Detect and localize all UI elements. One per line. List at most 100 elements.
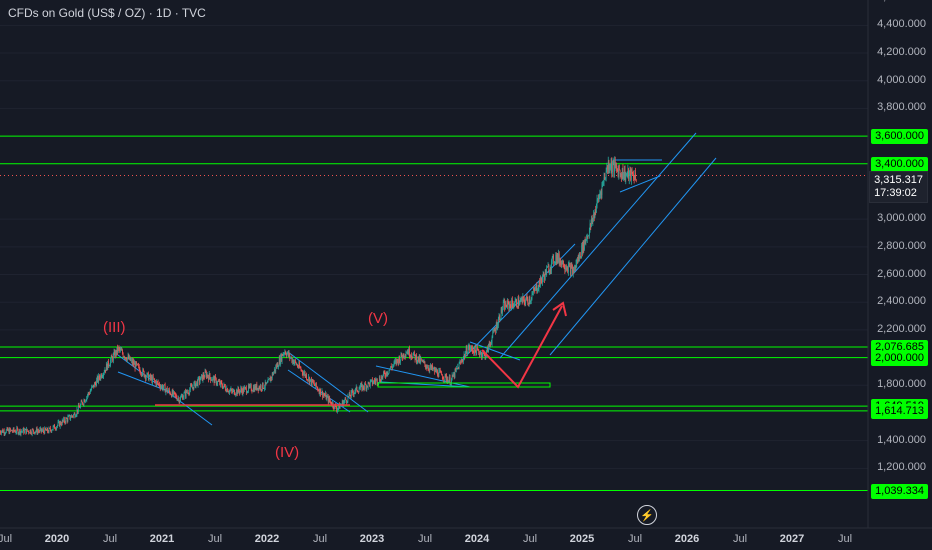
candle-body	[227, 391, 229, 393]
candle-body	[477, 347, 478, 350]
candle-body	[89, 391, 91, 394]
candle-body	[276, 363, 278, 368]
candle-body	[499, 315, 501, 320]
candle-body	[36, 428, 37, 432]
candle-body	[404, 356, 405, 358]
candle-body	[132, 361, 134, 364]
candle-body	[163, 384, 165, 388]
candle-body	[367, 385, 368, 388]
candle-body	[586, 239, 587, 240]
tradingview-logo-icon[interactable]: ⚡	[637, 505, 657, 525]
candle-body	[101, 376, 103, 378]
candle-body	[527, 298, 529, 303]
candle-body	[557, 254, 559, 261]
candle-body	[296, 364, 298, 366]
candle-body	[394, 361, 396, 362]
candle-body	[42, 429, 43, 431]
candle-body	[258, 386, 260, 391]
price-axis-label: 4,200.000	[877, 46, 926, 58]
candle-body	[486, 347, 488, 351]
candle-body	[530, 299, 532, 301]
candle-body	[187, 391, 188, 393]
candle-body	[625, 174, 627, 181]
candle-body	[462, 361, 463, 362]
candle-body	[390, 366, 391, 369]
candle-body	[27, 430, 29, 432]
candle-body	[262, 382, 264, 389]
candle-body	[538, 281, 540, 289]
candle-body	[506, 306, 508, 308]
candle-body	[353, 392, 355, 395]
candle-body	[157, 381, 158, 382]
candle-body	[411, 357, 413, 358]
time-axis-label: Jul	[312, 533, 328, 545]
candle-body	[152, 376, 154, 380]
candle-body	[131, 359, 132, 361]
candle-body	[60, 421, 62, 425]
candle-body	[379, 377, 381, 381]
candle-body	[370, 379, 372, 382]
horizontal-levels[interactable]	[0, 135, 868, 492]
candle-body	[311, 378, 312, 385]
candle-body	[549, 268, 551, 272]
candle-body	[34, 432, 36, 434]
candle-body	[351, 390, 352, 397]
candle-body	[145, 376, 147, 379]
candle-body	[117, 347, 118, 352]
candle-body	[624, 169, 626, 181]
candle-body	[168, 389, 169, 391]
candle-body	[49, 427, 50, 429]
candle-body	[428, 369, 430, 371]
candle-body	[193, 383, 195, 390]
candle-body	[234, 394, 236, 396]
candle-body	[327, 396, 328, 397]
candle-body	[24, 428, 26, 430]
candle-body	[153, 378, 155, 380]
candle-body	[426, 367, 428, 369]
candle-body	[309, 377, 310, 384]
candle-body	[481, 352, 482, 357]
price-axis-label: 3,800.000	[877, 101, 926, 114]
candle-body	[36, 428, 38, 434]
candle-body	[302, 373, 304, 376]
level-price-tag: 2,000.000	[871, 350, 928, 366]
candle-body	[365, 383, 366, 385]
candle-body	[551, 257, 553, 261]
candle-body	[550, 268, 552, 270]
candle-body	[599, 194, 601, 196]
candle-body	[246, 392, 248, 394]
candle-body	[375, 379, 377, 383]
candle-body	[592, 218, 594, 223]
candle-body	[404, 356, 406, 357]
candle-body	[537, 290, 538, 292]
candle-body	[614, 161, 616, 166]
candle-body	[11, 430, 13, 432]
candle-body	[365, 384, 367, 390]
candle-body	[9, 428, 11, 434]
candle-body	[349, 392, 351, 396]
time-axis-label: Jul	[732, 533, 748, 545]
candle-body	[219, 381, 221, 385]
annotations[interactable]	[155, 301, 567, 406]
candle-body	[33, 431, 35, 434]
candle-body	[389, 368, 391, 370]
candle-body	[430, 365, 432, 369]
candle-body	[514, 301, 516, 306]
candle-body	[145, 375, 146, 379]
candle-body	[612, 161, 614, 165]
candle-body	[598, 198, 599, 200]
candle-body	[577, 260, 578, 263]
candle-body	[274, 369, 276, 372]
candle-body	[323, 394, 324, 397]
candle-body	[537, 288, 539, 291]
time-axis-label: Jul	[417, 533, 433, 545]
candle-body	[191, 385, 193, 388]
candle-body	[339, 403, 340, 409]
candle-body	[498, 319, 499, 326]
candle-body	[618, 169, 620, 177]
candle-body	[482, 352, 484, 356]
candle-body	[422, 360, 424, 362]
trend-channels[interactable]	[117, 132, 717, 426]
candle-body	[604, 177, 606, 179]
